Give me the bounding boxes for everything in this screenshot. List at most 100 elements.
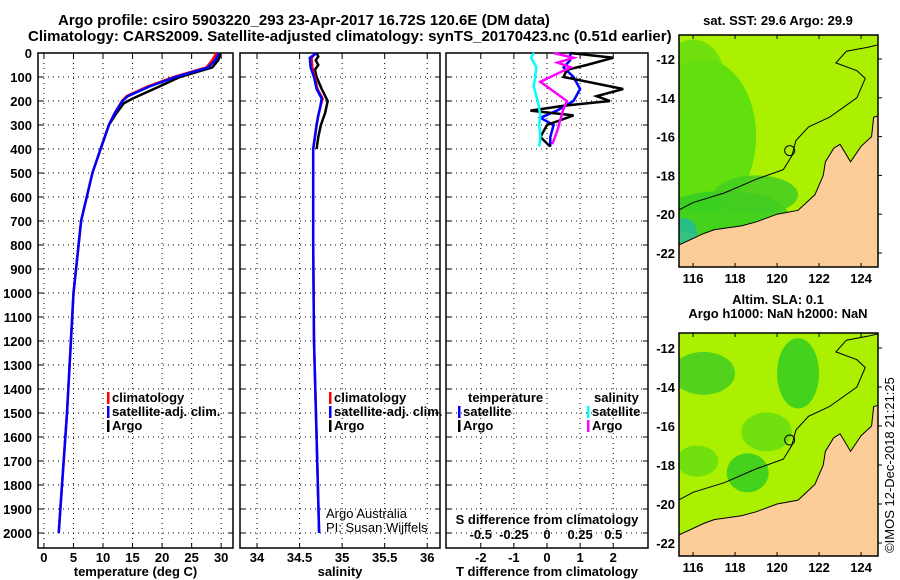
temperature-tick-label: 0 — [40, 550, 47, 565]
temperature-axis-label: temperature (deg C) — [74, 564, 198, 579]
map-lat-label: -20 — [656, 497, 675, 512]
t-diff-tick-label: 2 — [610, 550, 617, 565]
map-lat-label: -12 — [656, 341, 675, 356]
sla-map-subtitle: Argo h1000: NaN h2000: NaN — [688, 306, 867, 321]
s-diff-legend-label: satellite — [592, 404, 640, 419]
depth-tick-label: 400 — [10, 142, 32, 157]
isobath-contour — [679, 333, 878, 501]
s-diff-legend-label: Argo — [592, 418, 622, 433]
t-diff-legend-swatch — [458, 420, 461, 432]
s-diff-tick-label: 0.25 — [567, 527, 592, 542]
map-lat-label: -14 — [656, 91, 676, 106]
difference-line-s-satellite — [529, 52, 542, 147]
panel-frame-1 — [239, 52, 441, 549]
temperature-legend-swatch — [107, 392, 110, 404]
difference-line-t-argo — [530, 51, 624, 148]
sst-patch — [679, 351, 736, 395]
temperature-legend-label: climatology — [112, 390, 185, 405]
depth-tick-label: 900 — [10, 262, 32, 277]
depth-tick-label: 1300 — [3, 358, 32, 373]
salinity-axis-label: salinity — [318, 564, 364, 579]
depth-tick-label: 1200 — [3, 334, 32, 349]
map-lon-label: 116 — [683, 560, 704, 575]
figure-title-line1: Argo profile: csiro 5903220_293 23-Apr-2… — [58, 12, 550, 29]
depth-tick-label: 1900 — [3, 502, 32, 517]
s-legend-title: salinity — [594, 390, 640, 405]
depth-tick-label: 1600 — [3, 430, 32, 445]
salinity-legend-label: Argo — [334, 418, 364, 433]
figure-title-line2: Climatology: CARS2009. Satellite-adjuste… — [28, 28, 672, 45]
s-diff-legend-swatch — [587, 406, 590, 418]
map-lon-label: 120 — [766, 271, 788, 286]
t-diff-tick-label: -1 — [508, 550, 520, 565]
land-mass — [679, 404, 878, 556]
depth-tick-label: 1000 — [3, 286, 32, 301]
map-lat-label: -20 — [656, 207, 675, 222]
t-diff-legend-label: Argo — [463, 418, 493, 433]
map-lat-label: -18 — [656, 458, 675, 473]
credit-label: Argo Australia — [326, 506, 408, 521]
sst-map-title: sat. SST: 29.6 Argo: 29.9 — [703, 13, 853, 28]
t-diff-legend-label: satellite — [463, 404, 511, 419]
temperature-tick-label: 10 — [96, 550, 110, 565]
sst-patch — [679, 39, 725, 118]
salinity-tick-label: 34 — [250, 550, 265, 565]
temperature-tick-label: 25 — [184, 550, 198, 565]
depth-tick-label: 1400 — [3, 382, 32, 397]
map-lon-label: 122 — [808, 271, 830, 286]
depth-tick-label: 1700 — [3, 454, 32, 469]
salinity-line-argo — [313, 52, 330, 150]
map-frame — [678, 34, 879, 268]
map-lon-label: 118 — [725, 271, 746, 286]
s-diff-axis-label: S difference from climatology — [456, 512, 640, 527]
salinity-legend-swatch — [329, 420, 332, 432]
t-diff-tick-label: 1 — [576, 550, 583, 565]
t-diff-axis-label: T difference from climatology — [456, 564, 639, 579]
depth-tick-label: 600 — [10, 190, 32, 205]
map-sst-map — [678, 34, 882, 268]
sst-patch — [777, 338, 820, 409]
map-lat-label: -22 — [656, 536, 675, 551]
depth-tick-label: 700 — [10, 214, 32, 229]
land-mass — [679, 115, 878, 267]
salinity-legend-label: satellite-adj. clim. — [334, 404, 442, 419]
temperature-legend-label: satellite-adj. clim. — [112, 404, 220, 419]
salinity-legend-swatch — [329, 392, 332, 404]
isobath-contour — [679, 44, 878, 211]
depth-tick-label: 800 — [10, 238, 32, 253]
map-lon-label: 124 — [850, 271, 872, 286]
depth-tick-label: 1800 — [3, 478, 32, 493]
sst-patch — [741, 412, 792, 452]
temperature-tick-label: 20 — [155, 550, 169, 565]
map-lat-label: -18 — [656, 168, 675, 183]
temperature-line-climatology — [57, 52, 218, 534]
sst-patch — [679, 445, 719, 477]
map-frame — [678, 332, 879, 557]
s-diff-legend-swatch — [587, 420, 590, 432]
argo-position-marker — [784, 145, 796, 157]
salinity-legend-swatch — [329, 406, 332, 418]
t-diff-tick-label: 0 — [543, 550, 550, 565]
temperature-legend-swatch — [107, 406, 110, 418]
t-diff-tick-label: -2 — [475, 550, 487, 565]
t-legend-title: temperature — [468, 390, 543, 405]
map-lat-label: -22 — [656, 246, 675, 261]
s-diff-tick-label: -0.25 — [499, 527, 529, 542]
map-lat-label: -14 — [656, 380, 676, 395]
temperature-tick-label: 30 — [214, 550, 228, 565]
salinity-tick-label: 35 — [335, 550, 349, 565]
map-lat-label: -12 — [656, 52, 675, 67]
s-diff-tick-label: 0.5 — [604, 527, 622, 542]
depth-tick-label: 100 — [10, 70, 32, 85]
map-lon-label: 116 — [683, 271, 704, 286]
map-sla-map — [678, 332, 882, 557]
temperature-tick-label: 5 — [70, 550, 77, 565]
temperature-tick-label: 15 — [125, 550, 139, 565]
sst-patch — [714, 175, 799, 215]
map-lat-label: -16 — [656, 130, 675, 145]
map-lon-label: 124 — [850, 560, 872, 575]
salinity-tick-label: 36 — [420, 550, 434, 565]
map-lat-label: -16 — [656, 419, 675, 434]
